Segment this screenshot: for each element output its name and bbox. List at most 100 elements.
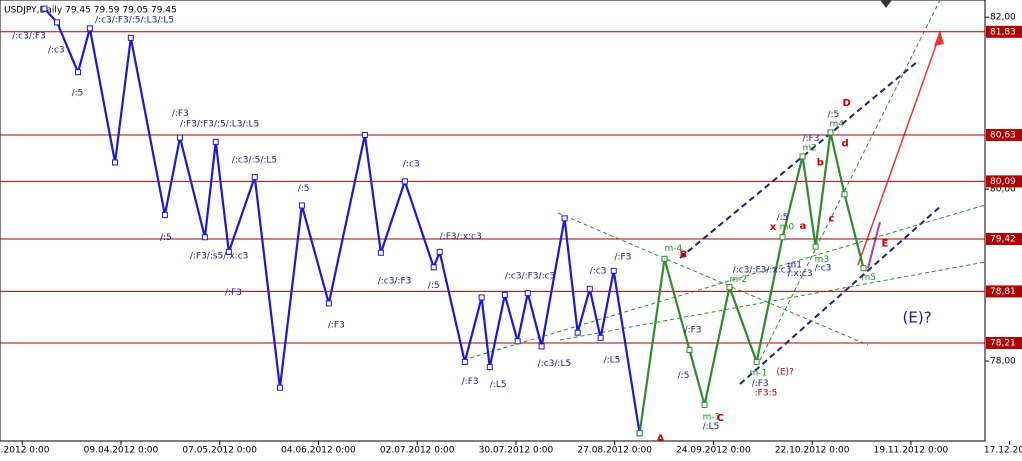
green-lines	[469, 0, 986, 361]
zigzag-point	[325, 300, 332, 307]
zigzag-point	[212, 138, 219, 145]
zigzag-point	[661, 255, 668, 262]
annotation: m-2	[729, 275, 747, 285]
annotation: a	[800, 221, 807, 232]
annotation: /:5	[428, 281, 440, 291]
level-label: 81,83	[990, 27, 1016, 37]
annotation: c	[828, 213, 834, 224]
level-label: 80,63	[990, 130, 1016, 140]
level-box	[986, 232, 1022, 245]
annotation: /:F3	[328, 320, 345, 330]
annotation: /:F3	[462, 377, 479, 387]
zigzag-point	[75, 69, 82, 76]
zigzag-point	[538, 343, 545, 350]
zigzag-line	[638, 132, 865, 434]
target-arrow	[857, 33, 941, 266]
annotation: /:F3/:x:c3	[440, 232, 482, 242]
zigzag-point	[514, 338, 521, 345]
annotation: /:c3/:F3/:5/:L3/:L5	[95, 15, 174, 25]
annotation: /:5	[72, 88, 84, 98]
zigzag-point	[430, 264, 437, 271]
x-tick-label: 07.05.2012 0:00	[182, 446, 257, 456]
zigzag-point	[461, 358, 468, 365]
zigzag-point	[251, 174, 258, 181]
zigzag-point	[276, 384, 283, 391]
zigzag-point	[401, 178, 408, 185]
level-label: 78,21	[990, 339, 1016, 349]
x-tick-label: 02.07.2012 0:00	[380, 446, 455, 456]
annotation: /:5	[777, 213, 789, 223]
level-box	[986, 128, 1022, 141]
zigzag-point	[860, 265, 867, 272]
zigzag-point	[827, 129, 834, 136]
zigzag-point	[686, 346, 693, 353]
annotation: /:F3	[172, 109, 189, 119]
marker	[880, 0, 892, 8]
level-box	[986, 285, 1022, 298]
zigzag-point	[436, 248, 443, 255]
x-tick-label: 24.09.2012 0:00	[676, 446, 751, 456]
annotation: d	[842, 139, 849, 150]
zigzag-point	[586, 285, 593, 292]
annotation: /:c3/:L5	[538, 359, 572, 369]
channel-bottom	[739, 204, 943, 385]
annotation: B	[680, 249, 688, 260]
annotation: A	[657, 433, 665, 444]
zigzag-point	[812, 243, 819, 250]
annotation: /:5	[160, 233, 172, 243]
annotation: (E)?	[903, 309, 932, 327]
zigzag-point	[753, 358, 760, 365]
annotation: D	[843, 98, 851, 109]
x-tick-label: 27.08.2012 0:00	[577, 446, 652, 456]
annotation: /:F3/:F3/:5/:L3/:L5	[180, 119, 259, 129]
annotation: /:F3	[685, 326, 702, 336]
zigzag-point	[597, 334, 604, 341]
annotation: /:x:c3	[787, 269, 812, 279]
annotation: /:L5	[703, 422, 720, 432]
level-box	[986, 337, 1022, 349]
zigzag-point	[361, 131, 368, 138]
annotation: /:c3/:F3/:c3	[505, 271, 555, 281]
zigzag-point	[779, 234, 786, 241]
zigzag-point	[636, 430, 643, 437]
level-box	[986, 25, 1022, 38]
x-tick-label: 2.2012 0:00	[0, 446, 50, 456]
chart-title: USDJPY,Daily 79.45 79.59 79.05 79.45	[4, 6, 177, 16]
zigzag-point	[524, 290, 531, 297]
annotation: m1	[787, 260, 802, 270]
y-tick-label: 82,00	[990, 13, 1016, 23]
annotation: E	[882, 238, 889, 249]
annotation: m-1	[749, 369, 767, 379]
annotation: /:c3/:F3/:x:c3	[733, 265, 792, 275]
annotation: /:c3/:5/:L5	[232, 155, 277, 165]
level-box	[986, 175, 1022, 188]
zigzag-point	[86, 25, 93, 32]
annotation: :F3:5	[755, 388, 778, 398]
annotation: /:F3/:s5/:x:c3	[190, 252, 249, 262]
zigzag-point	[610, 267, 617, 274]
annotation: /:5	[678, 371, 690, 381]
annotation: /:5	[298, 184, 310, 194]
zigzag-point	[478, 294, 485, 301]
annotation: m4	[829, 119, 844, 129]
x-tick-label: 09.04.2012 0:00	[84, 446, 159, 456]
x-tick-label: 19.11.2012 0:00	[874, 446, 949, 456]
green-line	[559, 261, 986, 341]
level-label: 78,81	[990, 287, 1016, 297]
y-tick-label: 80,00	[990, 185, 1016, 195]
annotation: /:c3	[403, 160, 420, 170]
annotation: /:F3	[752, 379, 769, 389]
level-label: 80,09	[990, 177, 1016, 187]
zigzag-point	[54, 19, 61, 26]
zigzag-point	[799, 153, 806, 160]
annotation: b	[817, 157, 824, 168]
level-label: 79,42	[990, 234, 1016, 244]
annotation: /:F3	[803, 134, 820, 144]
zigzag-point	[574, 329, 581, 336]
zigzag-point	[298, 202, 305, 209]
zigzag-point	[176, 134, 183, 141]
green-line	[557, 212, 869, 346]
zigzag-point	[112, 159, 119, 166]
x-tick-label: 22.10.2012 0:00	[775, 446, 850, 456]
